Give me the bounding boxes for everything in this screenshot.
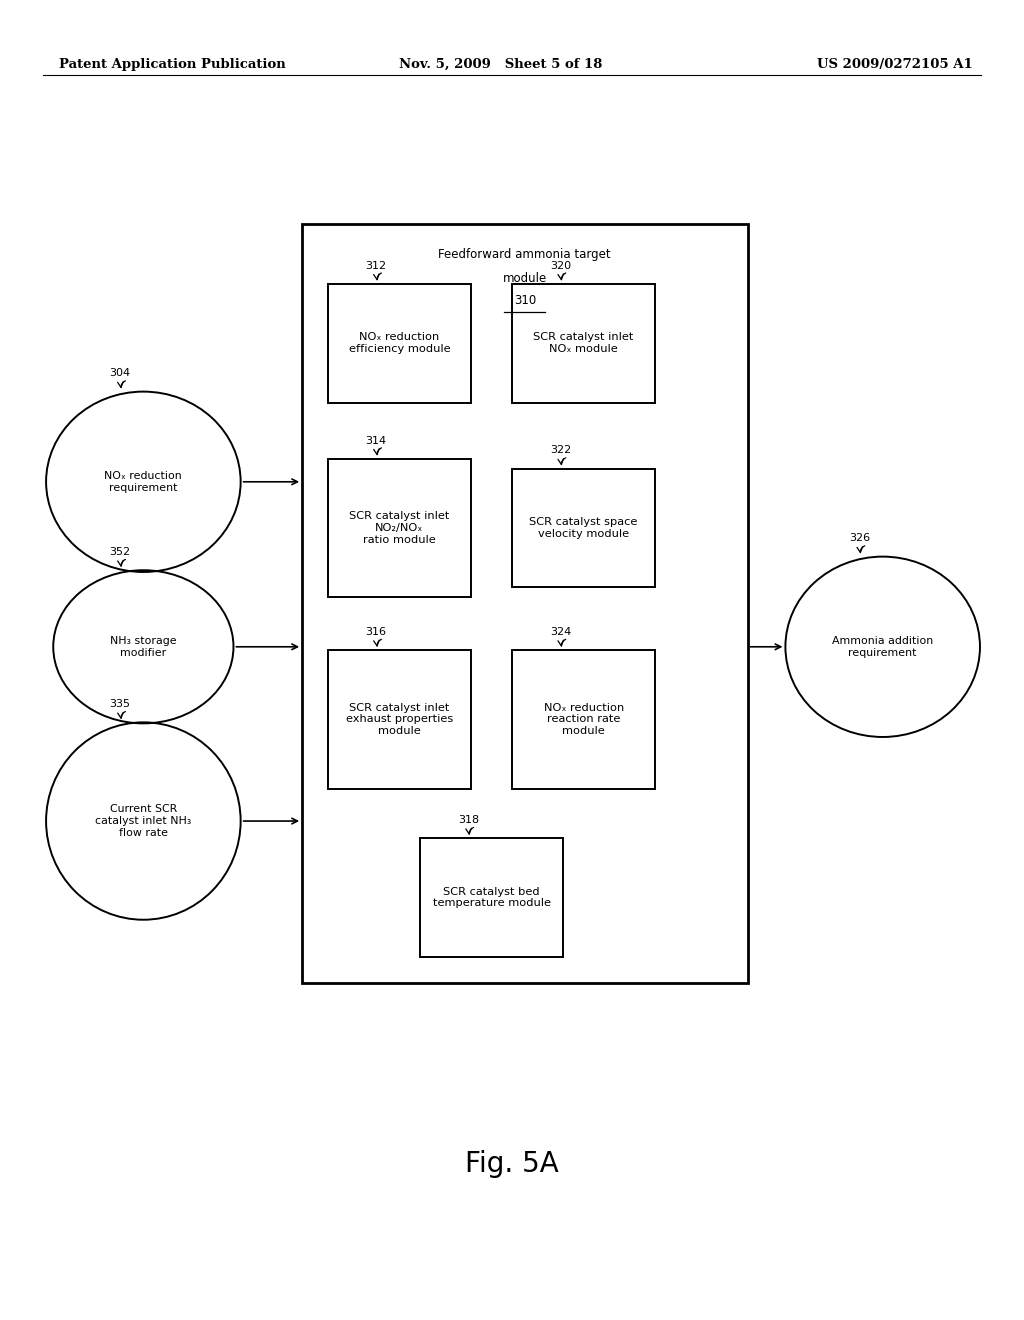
Bar [328,284,471,403]
Text: Patent Application Publication: Patent Application Publication [59,58,286,71]
Text: SCR catalyst inlet
NO₂/NOₓ
ratio module: SCR catalyst inlet NO₂/NOₓ ratio module [349,511,450,545]
Text: Ammonia addition
requirement: Ammonia addition requirement [833,636,933,657]
Text: NOₓ reduction
efficiency module: NOₓ reduction efficiency module [348,333,451,354]
Text: SCR catalyst inlet
exhaust properties
module: SCR catalyst inlet exhaust properties mo… [346,702,453,737]
Text: 326: 326 [849,533,870,544]
Text: SCR catalyst space
velocity module: SCR catalyst space velocity module [529,517,638,539]
Bar [512,284,655,403]
Bar [512,469,655,587]
Bar [512,649,655,788]
Text: NH₃ storage
modifier: NH₃ storage modifier [110,636,177,657]
Text: 320: 320 [550,260,571,271]
Bar [420,838,563,957]
Text: 310: 310 [514,294,536,308]
Text: US 2009/0272105 A1: US 2009/0272105 A1 [817,58,973,71]
Text: 312: 312 [366,260,387,271]
Text: module: module [503,272,547,285]
Text: 318: 318 [458,814,479,825]
Text: 324: 324 [550,627,571,636]
Bar [302,224,748,983]
Text: Nov. 5, 2009   Sheet 5 of 18: Nov. 5, 2009 Sheet 5 of 18 [399,58,603,71]
Text: Feedforward ammonia target: Feedforward ammonia target [438,248,611,261]
Text: 314: 314 [366,436,387,446]
Text: 304: 304 [110,368,131,379]
Text: 335: 335 [110,700,131,709]
Bar [328,649,471,788]
Text: 352: 352 [110,546,131,557]
Text: Current SCR
catalyst inlet NH₃
flow rate: Current SCR catalyst inlet NH₃ flow rate [95,804,191,838]
Text: SCR catalyst inlet
NOₓ module: SCR catalyst inlet NOₓ module [534,333,634,354]
Text: NOₓ reduction
reaction rate
module: NOₓ reduction reaction rate module [544,702,624,737]
Text: Fig. 5A: Fig. 5A [465,1150,559,1179]
Text: NOₓ reduction
requirement: NOₓ reduction requirement [104,471,182,492]
Text: 322: 322 [550,445,571,455]
Text: 316: 316 [366,627,387,636]
Bar [328,459,471,597]
Text: SCR catalyst bed
temperature module: SCR catalyst bed temperature module [432,887,551,908]
